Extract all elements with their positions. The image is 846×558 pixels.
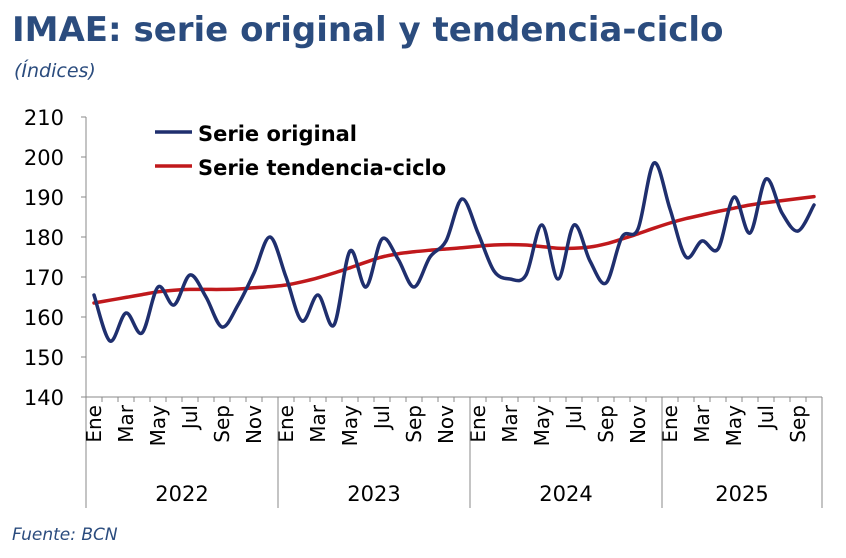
x-tick-label: Jul: [754, 405, 778, 431]
x-tick-label: Nov: [434, 405, 458, 444]
x-tick-label: Jul: [178, 405, 202, 431]
legend: Serie original Serie tendencia-ciclo: [155, 122, 446, 180]
x-tick-label: Ene: [82, 405, 106, 443]
year-label: 2022: [155, 482, 208, 506]
x-tick-label: Mar: [690, 404, 714, 443]
chart-axes: [85, 117, 822, 508]
chart-title: IMAE: serie original y tendencia-ciclo: [12, 10, 724, 50]
x-tick-label: Sep: [402, 405, 426, 443]
x-tick-label: Nov: [242, 405, 266, 444]
y-tick-label: 200: [24, 146, 64, 170]
year-label: 2023: [347, 482, 400, 506]
x-tick-label: Nov: [626, 405, 650, 444]
y-tick-label: 170: [24, 266, 64, 290]
x-tick-label: May: [338, 405, 362, 447]
y-tick-label: 180: [24, 226, 64, 250]
y-tick-label: 190: [24, 186, 64, 210]
y-tick-label: 160: [24, 306, 64, 330]
line-chart: 140 150 160 170 180 190 200 210 Ene Mar May Jul Sep…: [24, 106, 823, 508]
legend-label-trend: Serie tendencia-ciclo: [198, 156, 446, 180]
x-tick-label: Jul: [562, 405, 586, 431]
series-line-original: [92, 161, 816, 343]
y-tick-label: 150: [24, 346, 64, 370]
x-tick-label: Sep: [786, 405, 810, 443]
x-tick-label: May: [722, 405, 746, 447]
legend-label-original: Serie original: [198, 122, 357, 146]
x-tick-label: Mar: [306, 404, 330, 443]
series-lines: [92, 161, 816, 343]
x-axis-ticks: Ene Mar May Jul Sep Nov Ene Mar May Jul Sep Nov Ene M…: [82, 397, 823, 508]
year-label: 2024: [539, 482, 592, 506]
y-tick-label: 140: [24, 386, 64, 410]
x-tick-label: May: [530, 405, 554, 447]
year-label: 2025: [715, 482, 768, 506]
y-tick-label: 210: [24, 106, 64, 130]
x-tick-label: Sep: [594, 405, 618, 443]
y-axis-ticks: 140 150 160 170 180 190 200 210: [24, 106, 86, 410]
chart-subtitle: (Índices): [14, 60, 96, 82]
x-tick-label: May: [146, 405, 170, 447]
x-tick-label: Mar: [114, 404, 138, 443]
x-tick-label: Sep: [210, 405, 234, 443]
x-tick-label: Jul: [370, 405, 394, 431]
x-tick-label: Mar: [498, 404, 522, 443]
source-note: Fuente: BCN: [12, 525, 118, 545]
series-line-trend: [92, 194, 816, 305]
